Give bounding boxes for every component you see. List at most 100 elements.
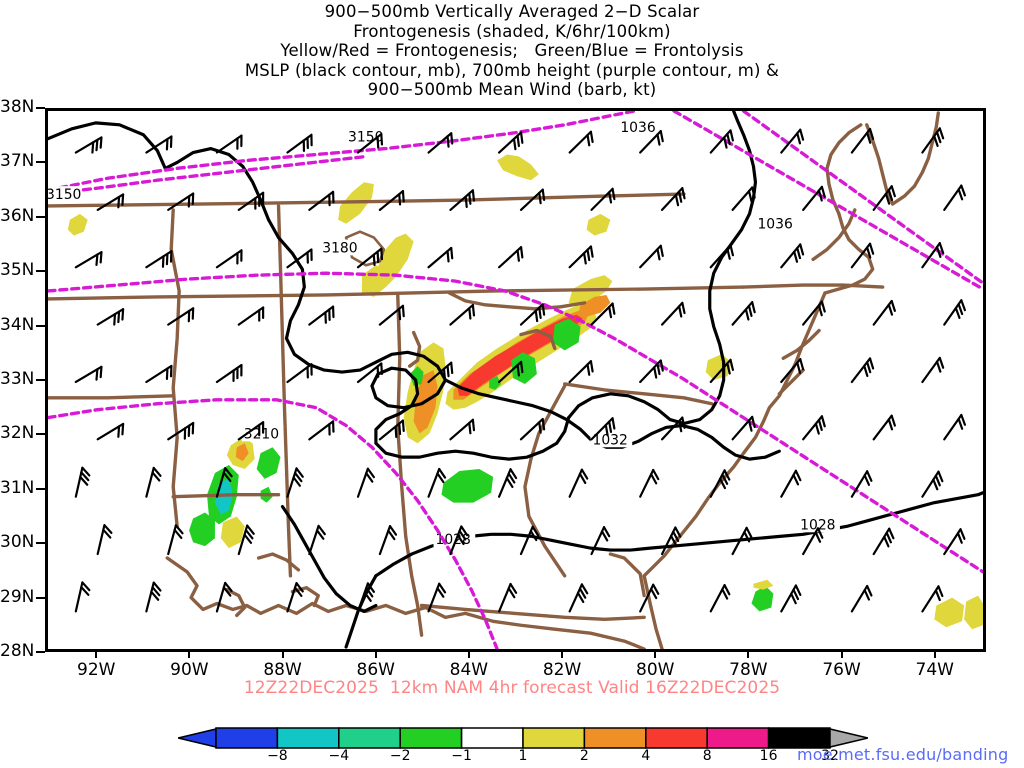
wind-barb [568, 360, 594, 384]
wind-barb [427, 467, 447, 498]
wind-barb [74, 251, 103, 269]
wind-barb [449, 525, 469, 556]
wind-barb [731, 415, 756, 441]
colorbar-tick-32: 32 [821, 748, 839, 764]
h700-label-3150b: 3150 [48, 187, 81, 203]
mslp-contours [48, 111, 983, 649]
y-axis-tick [36, 107, 45, 109]
y-axis-label-28n: 28N [0, 641, 35, 661]
wind-barb [709, 469, 731, 498]
map-canvas: 1036 1036 1032 1028 1028 [48, 111, 983, 649]
wind-barb [74, 136, 103, 154]
shade-yellow-al4 [220, 516, 245, 549]
wind-barb [709, 129, 734, 154]
y-axis-label-38n: 38N [0, 97, 35, 117]
title-line-4: MSLP (black contour, mb), 700mb height (… [244, 60, 780, 80]
shade-green-sc3 [489, 376, 502, 390]
wind-barb [356, 362, 384, 384]
colorbar-segment-6[interactable] [583, 727, 647, 749]
y-axis-label-37n: 37N [0, 151, 35, 172]
wind-barb [780, 584, 802, 613]
wind-barb [286, 248, 313, 269]
wind-barb [378, 304, 405, 326]
y-axis-label-32n: 32N [0, 423, 35, 444]
wind-barb [568, 583, 589, 613]
wind-barb [449, 189, 476, 211]
colorbar-segment-5[interactable] [522, 727, 586, 749]
h700-label-3210: 3210 [244, 426, 279, 442]
y-axis-tick [36, 542, 45, 545]
wind-barb [943, 299, 967, 326]
wind-barb [427, 361, 454, 384]
wind-barb [872, 527, 895, 556]
title-line-3: Yellow/Red = Frontogenesis; Green/Blue =… [280, 41, 744, 60]
x-axis-label-80w: 80W [636, 660, 675, 680]
x-axis-tick [840, 649, 843, 658]
colorbar-segment-2[interactable] [338, 727, 401, 749]
wind-barb [167, 192, 195, 211]
y-axis-tick [36, 596, 45, 599]
wind-barb [308, 420, 335, 441]
shade-green-sc1 [552, 318, 581, 351]
x-axis-tick [561, 649, 564, 658]
x-axis-tick [188, 649, 191, 658]
wind-barb [498, 246, 524, 269]
wind-barb [731, 186, 756, 211]
x-axis-label-90w: 90W [170, 660, 209, 680]
x-axis-label-76w: 76W [822, 660, 861, 680]
wind-barb [215, 581, 233, 613]
colorbar-tick-8: 8 [702, 748, 712, 764]
wind-barb [850, 357, 875, 384]
colorbar[interactable] [178, 727, 868, 749]
wind-barb [639, 583, 660, 613]
y-axis-label-33n: 33N [0, 369, 35, 389]
wind-barb [96, 193, 125, 211]
wind-barb [449, 418, 476, 441]
colorbar-segment-8[interactable] [706, 727, 770, 749]
wind-barb [215, 467, 233, 498]
wind-barb [850, 242, 875, 269]
map-plot-area[interactable]: 1036 1036 1032 1028 1028 [45, 108, 986, 652]
colorbar-tick-−8: −8 [267, 748, 288, 764]
colorbar-segment-7[interactable] [645, 727, 708, 749]
x-axis-label-88w: 88W [263, 660, 302, 680]
wind-barb [96, 524, 113, 556]
wind-barb [660, 301, 686, 326]
x-axis-tick [95, 649, 98, 658]
shade-yellow-se-corner1 [934, 597, 965, 628]
h700-label-3180: 3180 [322, 240, 357, 256]
wind-barb [639, 129, 664, 154]
wind-barbs [74, 127, 967, 613]
wind-barb [590, 187, 616, 211]
wind-barb [498, 582, 518, 613]
colorbar-segment-1[interactable] [276, 727, 340, 749]
wind-barb [215, 363, 243, 384]
colorbar-under-arrow [178, 728, 217, 748]
wind-barb [427, 582, 447, 613]
colorbar-tick-1: 1 [518, 748, 528, 764]
wind-barb [660, 187, 686, 211]
wind-barb [167, 524, 184, 556]
colorbar-segment-0[interactable] [215, 727, 279, 749]
y-axis-tick [36, 651, 45, 653]
shade-yellow-nc-small [586, 213, 611, 236]
x-axis-tick [467, 649, 470, 658]
colorbar-segment-4[interactable] [460, 727, 524, 749]
y-axis-label-29n: 29N [0, 586, 35, 607]
wind-barb [96, 308, 125, 326]
y-axis-tick [36, 487, 45, 490]
wind-barb [639, 359, 664, 384]
wind-barb [872, 185, 896, 211]
wind-barb [356, 132, 384, 154]
wind-barb [802, 415, 826, 441]
wind-barb [498, 131, 524, 154]
mslp-label-1028b: 1028 [800, 517, 835, 533]
shade-green-al4 [189, 512, 215, 547]
wind-barb [74, 581, 91, 613]
wind-barb [237, 191, 265, 211]
x-axis-tick [654, 649, 657, 658]
colorbar-segment-3[interactable] [399, 727, 463, 749]
wind-barb [872, 299, 896, 326]
wind-barb [709, 358, 734, 384]
wind-barb [286, 133, 313, 154]
